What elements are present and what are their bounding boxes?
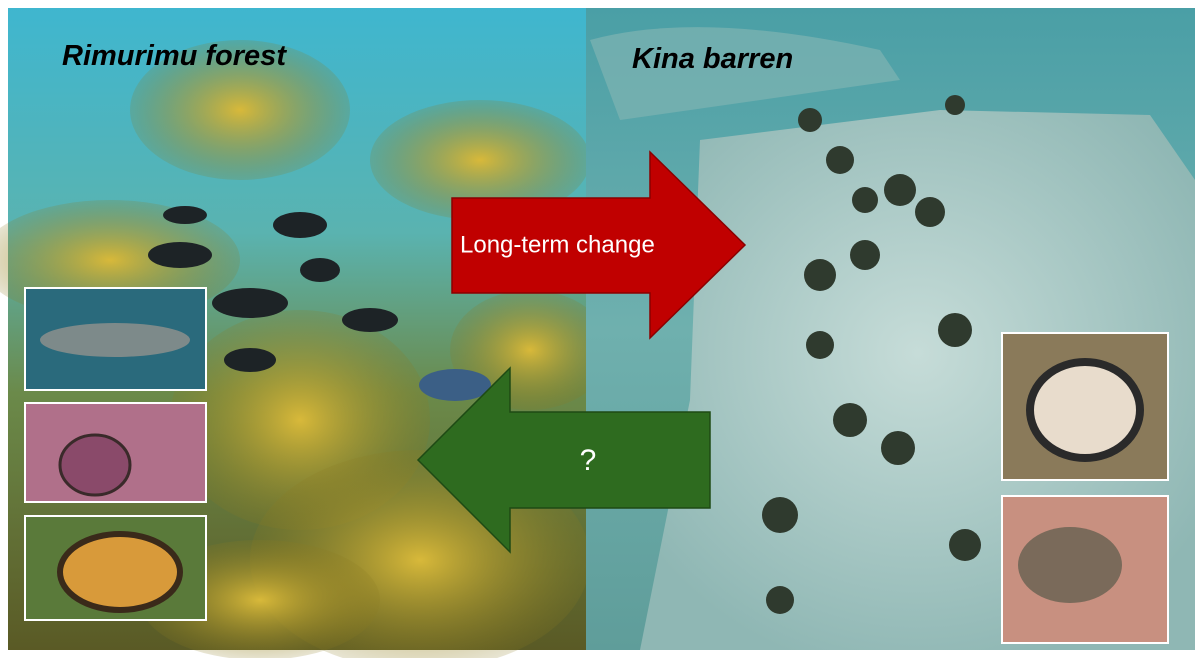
inset-kina (57, 531, 183, 613)
fish (419, 369, 491, 401)
inset-paua-shell (1018, 527, 1122, 603)
inset-paua (58, 433, 132, 497)
arrow-label: Long-term change (460, 231, 655, 258)
arrow-back (416, 366, 711, 554)
inset-fish (40, 323, 190, 357)
panel-title: Kina barren (632, 43, 793, 75)
fish (148, 206, 398, 372)
arrow-label: ? (580, 444, 597, 477)
panel-title: Rimurimu forest (62, 40, 287, 72)
inset-empty-kina (1026, 358, 1144, 462)
urchins (762, 95, 981, 614)
arrow-forward (451, 150, 747, 340)
rock (590, 27, 900, 121)
